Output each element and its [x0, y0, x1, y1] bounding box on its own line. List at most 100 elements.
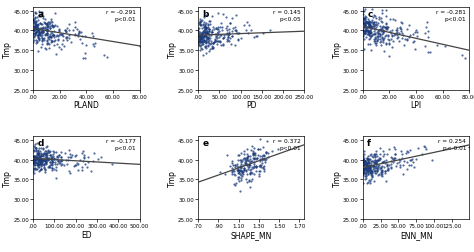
Point: [38, 34, 46, 38]
Point: [201, 28, 209, 32]
Point: [51, 12, 59, 16]
Point: [33, 156, 41, 161]
Point: [364, 20, 371, 24]
Point: [243, 148, 250, 152]
Point: [360, 10, 368, 14]
Point: [75, 32, 83, 36]
Point: [360, 168, 368, 172]
Point: [433, 44, 441, 48]
Point: [391, 156, 399, 160]
Point: [97, 155, 105, 159]
Point: [368, 159, 376, 163]
Point: [360, 160, 367, 164]
Point: [65, 149, 73, 153]
Point: [410, 165, 418, 169]
Point: [385, 163, 392, 167]
Point: [49, 25, 57, 29]
Point: [36, 156, 44, 160]
Point: [43, 32, 51, 36]
Point: [197, 44, 205, 48]
Point: [200, 25, 208, 29]
Point: [413, 31, 421, 35]
Point: [266, 29, 273, 33]
Point: [79, 149, 87, 153]
Point: [39, 15, 46, 19]
Point: [371, 161, 379, 165]
Point: [365, 23, 373, 27]
Point: [386, 29, 394, 34]
Point: [236, 190, 244, 194]
Point: [46, 46, 53, 50]
Point: [52, 157, 60, 161]
Point: [253, 35, 260, 39]
Point: [241, 169, 248, 173]
Point: [47, 155, 55, 159]
Point: [236, 165, 244, 169]
Point: [75, 31, 83, 35]
Point: [214, 31, 222, 35]
Point: [242, 168, 249, 172]
Point: [197, 32, 205, 36]
Point: [209, 15, 216, 19]
Point: [362, 164, 370, 168]
Point: [36, 152, 43, 156]
Point: [196, 41, 204, 45]
Point: [367, 178, 375, 182]
Point: [365, 20, 373, 24]
Point: [362, 171, 370, 175]
Point: [403, 150, 411, 154]
Point: [421, 31, 428, 35]
X-axis label: PD: PD: [246, 101, 256, 110]
Point: [203, 22, 210, 26]
Point: [206, 28, 213, 32]
Point: [39, 162, 47, 166]
Point: [372, 15, 379, 19]
Point: [50, 168, 58, 172]
Point: [31, 29, 39, 33]
Point: [36, 33, 43, 37]
Point: [37, 151, 45, 155]
Point: [31, 159, 39, 163]
Point: [37, 158, 45, 162]
Point: [243, 153, 250, 157]
Point: [403, 38, 410, 42]
Point: [374, 38, 382, 42]
Point: [34, 152, 41, 156]
Point: [35, 30, 43, 35]
Point: [51, 34, 58, 38]
Point: [400, 44, 408, 48]
Point: [198, 34, 205, 38]
Point: [359, 164, 367, 168]
Point: [255, 172, 263, 176]
Point: [53, 150, 60, 154]
Point: [43, 30, 51, 34]
Point: [43, 29, 50, 33]
Point: [38, 11, 46, 15]
Point: [377, 40, 384, 44]
Point: [35, 32, 43, 36]
Point: [379, 172, 386, 176]
Point: [79, 165, 86, 169]
Point: [363, 166, 371, 170]
Point: [201, 40, 208, 44]
Y-axis label: Tmp: Tmp: [333, 169, 342, 186]
Point: [30, 21, 38, 25]
Point: [196, 38, 204, 42]
Point: [44, 28, 51, 33]
Text: r = 0.372
p<0.01: r = 0.372 p<0.01: [273, 139, 301, 150]
Point: [45, 158, 53, 162]
Point: [379, 31, 386, 35]
Point: [42, 160, 49, 164]
Point: [34, 27, 42, 31]
Point: [31, 162, 38, 166]
Point: [29, 157, 37, 161]
Point: [45, 41, 52, 45]
Point: [38, 159, 46, 163]
Point: [246, 155, 254, 159]
Point: [387, 17, 394, 21]
Point: [29, 19, 37, 23]
Point: [233, 165, 241, 169]
Point: [247, 167, 255, 171]
Point: [246, 171, 254, 175]
Point: [38, 32, 46, 36]
